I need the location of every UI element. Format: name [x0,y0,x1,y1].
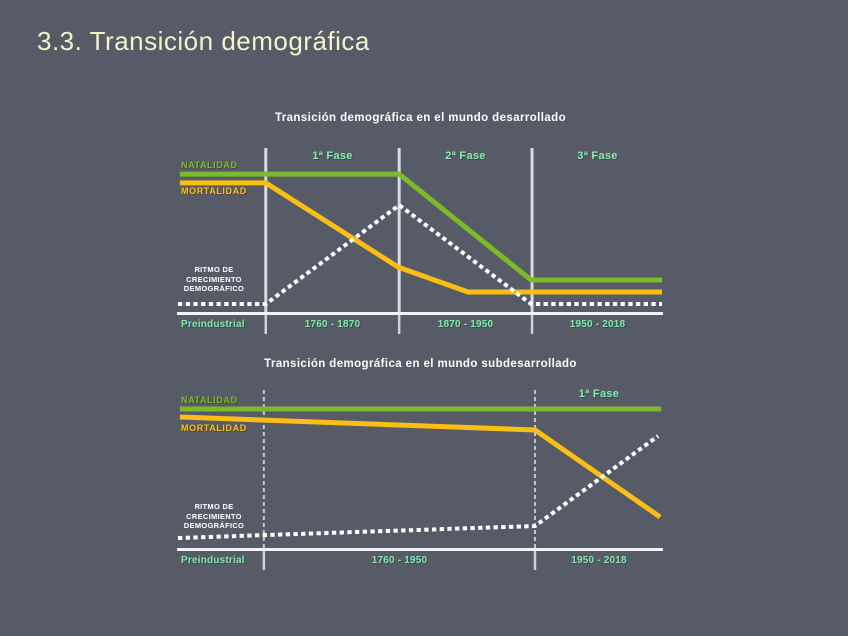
chart1-death-rate-label: MORTALIDAD [181,186,247,196]
chart1-phase-1-label: 1ª Fase [312,150,353,162]
chart1-x-label-preindustrial: Preindustrial [181,319,245,330]
chart2-growth-rate-line1: RITMO DE [194,502,234,511]
chart2-birth-rate-label: NATALIDAD [181,395,238,405]
chart1-growth-rate-line2: CRECIMIENTO [186,274,242,284]
chart2-growth-rate-line3: DEMOGRÁFICO [183,521,245,530]
chart2-title: Transición demográfica en el mundo subde… [264,358,577,370]
chart1-x-label-1760-1870: 1760 - 1870 [304,319,361,330]
chart2-death-rate-label: MORTALIDAD [181,423,247,433]
chart1-growth-rate-line1: RITMO DE [194,265,234,274]
chart2-lines [177,390,663,570]
chart1-x-label-1870-1950: 1870 - 1950 [437,319,494,330]
slide-title: 3.3. Transición demográfica [37,26,370,56]
chart1-growth-rate-label: RITMO DE CRECIMIENTO DEMOGRÁFICO [176,265,252,294]
chart2-growth-rate-label: RITMO DE CRECIMIENTO DEMOGRÁFICO [176,502,252,531]
chart1-growth-rate-line3: DEMOGRÁFICO [183,284,245,293]
chart2-x-label-1950-2018: 1950 - 2018 [571,555,627,566]
chart1-title: Transición demográfica en el mundo desar… [274,112,567,124]
chart2-growth-rate-line2: CRECIMIENTO [186,511,242,521]
chart1-birth-rate-label: NATALIDAD [181,160,238,170]
chart2-x-label-preindustrial: Preindustrial [181,555,245,566]
chart2-phase-1-label: 1ª Fase [578,388,620,400]
chart2-x-label-1760-1950: 1760 - 1950 [371,555,428,566]
chart1-lines [177,148,663,334]
chart1-x-label-1950-2018: 1950 - 2018 [569,319,626,330]
chart1-phase-2-label: 2ª Fase [445,150,486,162]
chart1-phase-3-label: 3ª Fase [577,150,618,162]
